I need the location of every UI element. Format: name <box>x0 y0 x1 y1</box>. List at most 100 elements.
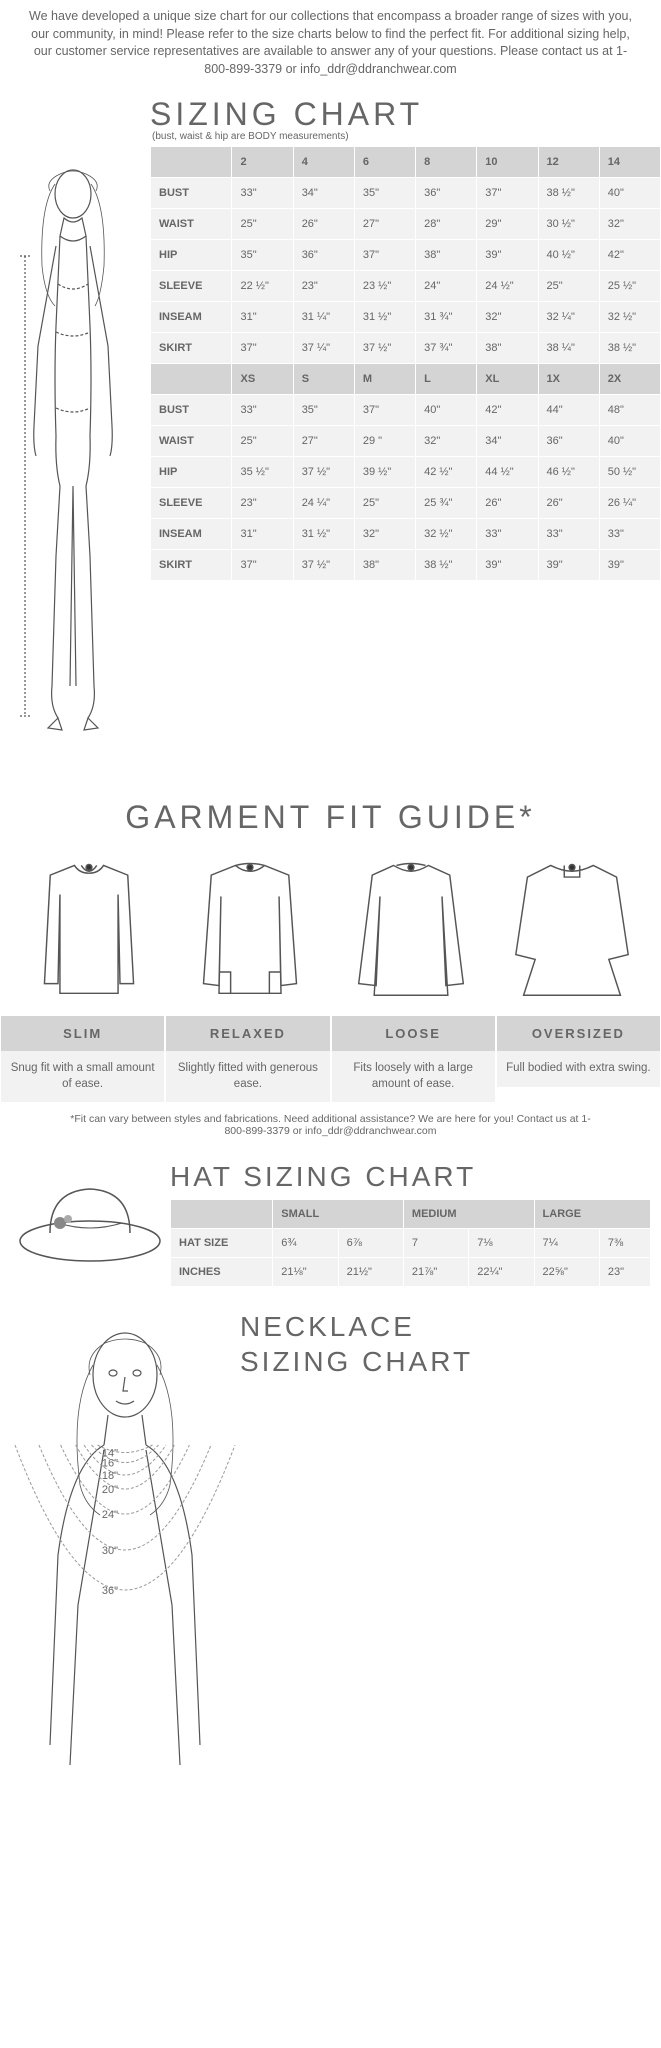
cell: 37 ½" <box>354 333 415 364</box>
cell: 25 ½" <box>599 271 660 302</box>
necklace-title: NECKLACE SIZING CHART <box>240 1309 473 1379</box>
cell: 35" <box>232 240 293 271</box>
row-label: SLEEVE <box>151 271 232 302</box>
cell: 29" <box>477 209 538 240</box>
row-label: HIP <box>151 457 232 488</box>
cell: 7⅜ <box>599 1229 650 1258</box>
shirt-illustration <box>14 848 164 1003</box>
hat-size-table: SMALLMEDIUMLARGE HAT SIZE6¾6⅞77⅛7¼7⅜INCH… <box>170 1199 651 1287</box>
col-header: 1X <box>538 364 599 395</box>
cell: 38" <box>477 333 538 364</box>
col-header: XL <box>477 364 538 395</box>
col-header: XS <box>232 364 293 395</box>
cell: 26" <box>477 488 538 519</box>
cell: 21⅞" <box>403 1258 468 1287</box>
col-header: L <box>416 364 477 395</box>
hat-title: HAT SIZING CHART <box>170 1161 651 1193</box>
fit-desc: Slightly fitted with generous ease. <box>166 1051 329 1102</box>
cell: 39" <box>477 550 538 581</box>
sizing-title: SIZING CHART <box>150 96 661 133</box>
fit-column: OVERSIZEDFull bodied with extra swing. <box>496 1015 661 1103</box>
cell: 37" <box>232 333 293 364</box>
cell: 26 ¼" <box>599 488 660 519</box>
cell: 44" <box>538 395 599 426</box>
cell: 32" <box>416 426 477 457</box>
cell: 37" <box>232 550 293 581</box>
cell: 37" <box>354 240 415 271</box>
numeric-size-table: 2468101214 BUST33"34"35"36"37"38 ½"40"WA… <box>150 146 661 581</box>
fit-name: RELAXED <box>166 1016 329 1051</box>
necklace-section: 14"16"18"20"24"30"36" NECKLACE SIZING CH… <box>0 1287 661 1785</box>
cell: 31 ¾" <box>416 302 477 333</box>
cell: 48" <box>599 395 660 426</box>
col-blank <box>171 1200 273 1229</box>
cell: 25" <box>232 209 293 240</box>
cell: 32" <box>599 209 660 240</box>
cell: 23" <box>599 1258 650 1287</box>
necklace-length-label: 24" <box>102 1509 118 1521</box>
cell: 38 ½" <box>416 550 477 581</box>
cell: 23" <box>293 271 354 302</box>
cell: 33" <box>477 519 538 550</box>
cell: 23" <box>232 488 293 519</box>
fit-desc: Full bodied with extra swing. <box>497 1051 660 1087</box>
cell: 37 ¼" <box>293 333 354 364</box>
necklace-length-label: 18" <box>102 1470 118 1482</box>
cell: 33" <box>232 395 293 426</box>
necklace-length-label: 16" <box>102 1458 118 1470</box>
cell: 36" <box>293 240 354 271</box>
col-header: 10 <box>477 147 538 178</box>
col-header: 8 <box>416 147 477 178</box>
fit-column: SLIMSnug fit with a small amount of ease… <box>0 1015 165 1103</box>
cell: 30 ½" <box>538 209 599 240</box>
cell: 21⅛" <box>273 1258 338 1287</box>
cell: 38" <box>416 240 477 271</box>
col-header: MEDIUM <box>403 1200 534 1229</box>
cell: 7¼ <box>534 1229 599 1258</box>
cell: 44 ½" <box>477 457 538 488</box>
row-label: HAT SIZE <box>171 1229 273 1258</box>
cell: 24" <box>416 271 477 302</box>
cell: 32 ¼" <box>538 302 599 333</box>
cell: 42" <box>599 240 660 271</box>
row-label: SKIRT <box>151 333 232 364</box>
hat-illustration <box>10 1161 170 1281</box>
row-label: BUST <box>151 395 232 426</box>
necklace-length-label: 36" <box>102 1585 118 1597</box>
fit-name: LOOSE <box>332 1016 495 1051</box>
cell: 31 ½" <box>293 519 354 550</box>
shirt-illustration <box>175 848 325 1003</box>
cell: 39" <box>599 550 660 581</box>
cell: 42" <box>477 395 538 426</box>
fit-guide-section: GARMENT FIT GUIDE* SLIMSnug fit with a s… <box>0 799 661 1161</box>
cell: 7⅛ <box>469 1229 534 1258</box>
cell: 28" <box>416 209 477 240</box>
row-label: WAIST <box>151 209 232 240</box>
fit-name: SLIM <box>1 1016 164 1051</box>
cell: 26" <box>538 488 599 519</box>
cell: 26" <box>293 209 354 240</box>
cell: 42 ½" <box>416 457 477 488</box>
col-header: SMALL <box>273 1200 404 1229</box>
necklace-length-label: 20" <box>102 1484 118 1496</box>
cell: 37 ½" <box>293 550 354 581</box>
row-label: WAIST <box>151 426 232 457</box>
cell: 24 ½" <box>477 271 538 302</box>
row-label: INCHES <box>171 1258 273 1287</box>
row-label: SKIRT <box>151 550 232 581</box>
cell: 37" <box>477 178 538 209</box>
cell: 25" <box>538 271 599 302</box>
cell: 25 ¾" <box>416 488 477 519</box>
cell: 38 ¼" <box>538 333 599 364</box>
cell: 36" <box>416 178 477 209</box>
cell: 31" <box>232 519 293 550</box>
col-blank <box>151 364 232 395</box>
cell: 38 ½" <box>538 178 599 209</box>
row-label: INSEAM <box>151 519 232 550</box>
cell: 24 ¼" <box>293 488 354 519</box>
cell: 22¼" <box>469 1258 534 1287</box>
cell: 40" <box>416 395 477 426</box>
cell: 34" <box>477 426 538 457</box>
row-label: INSEAM <box>151 302 232 333</box>
fit-desc: Snug fit with a small amount of ease. <box>1 1051 164 1102</box>
